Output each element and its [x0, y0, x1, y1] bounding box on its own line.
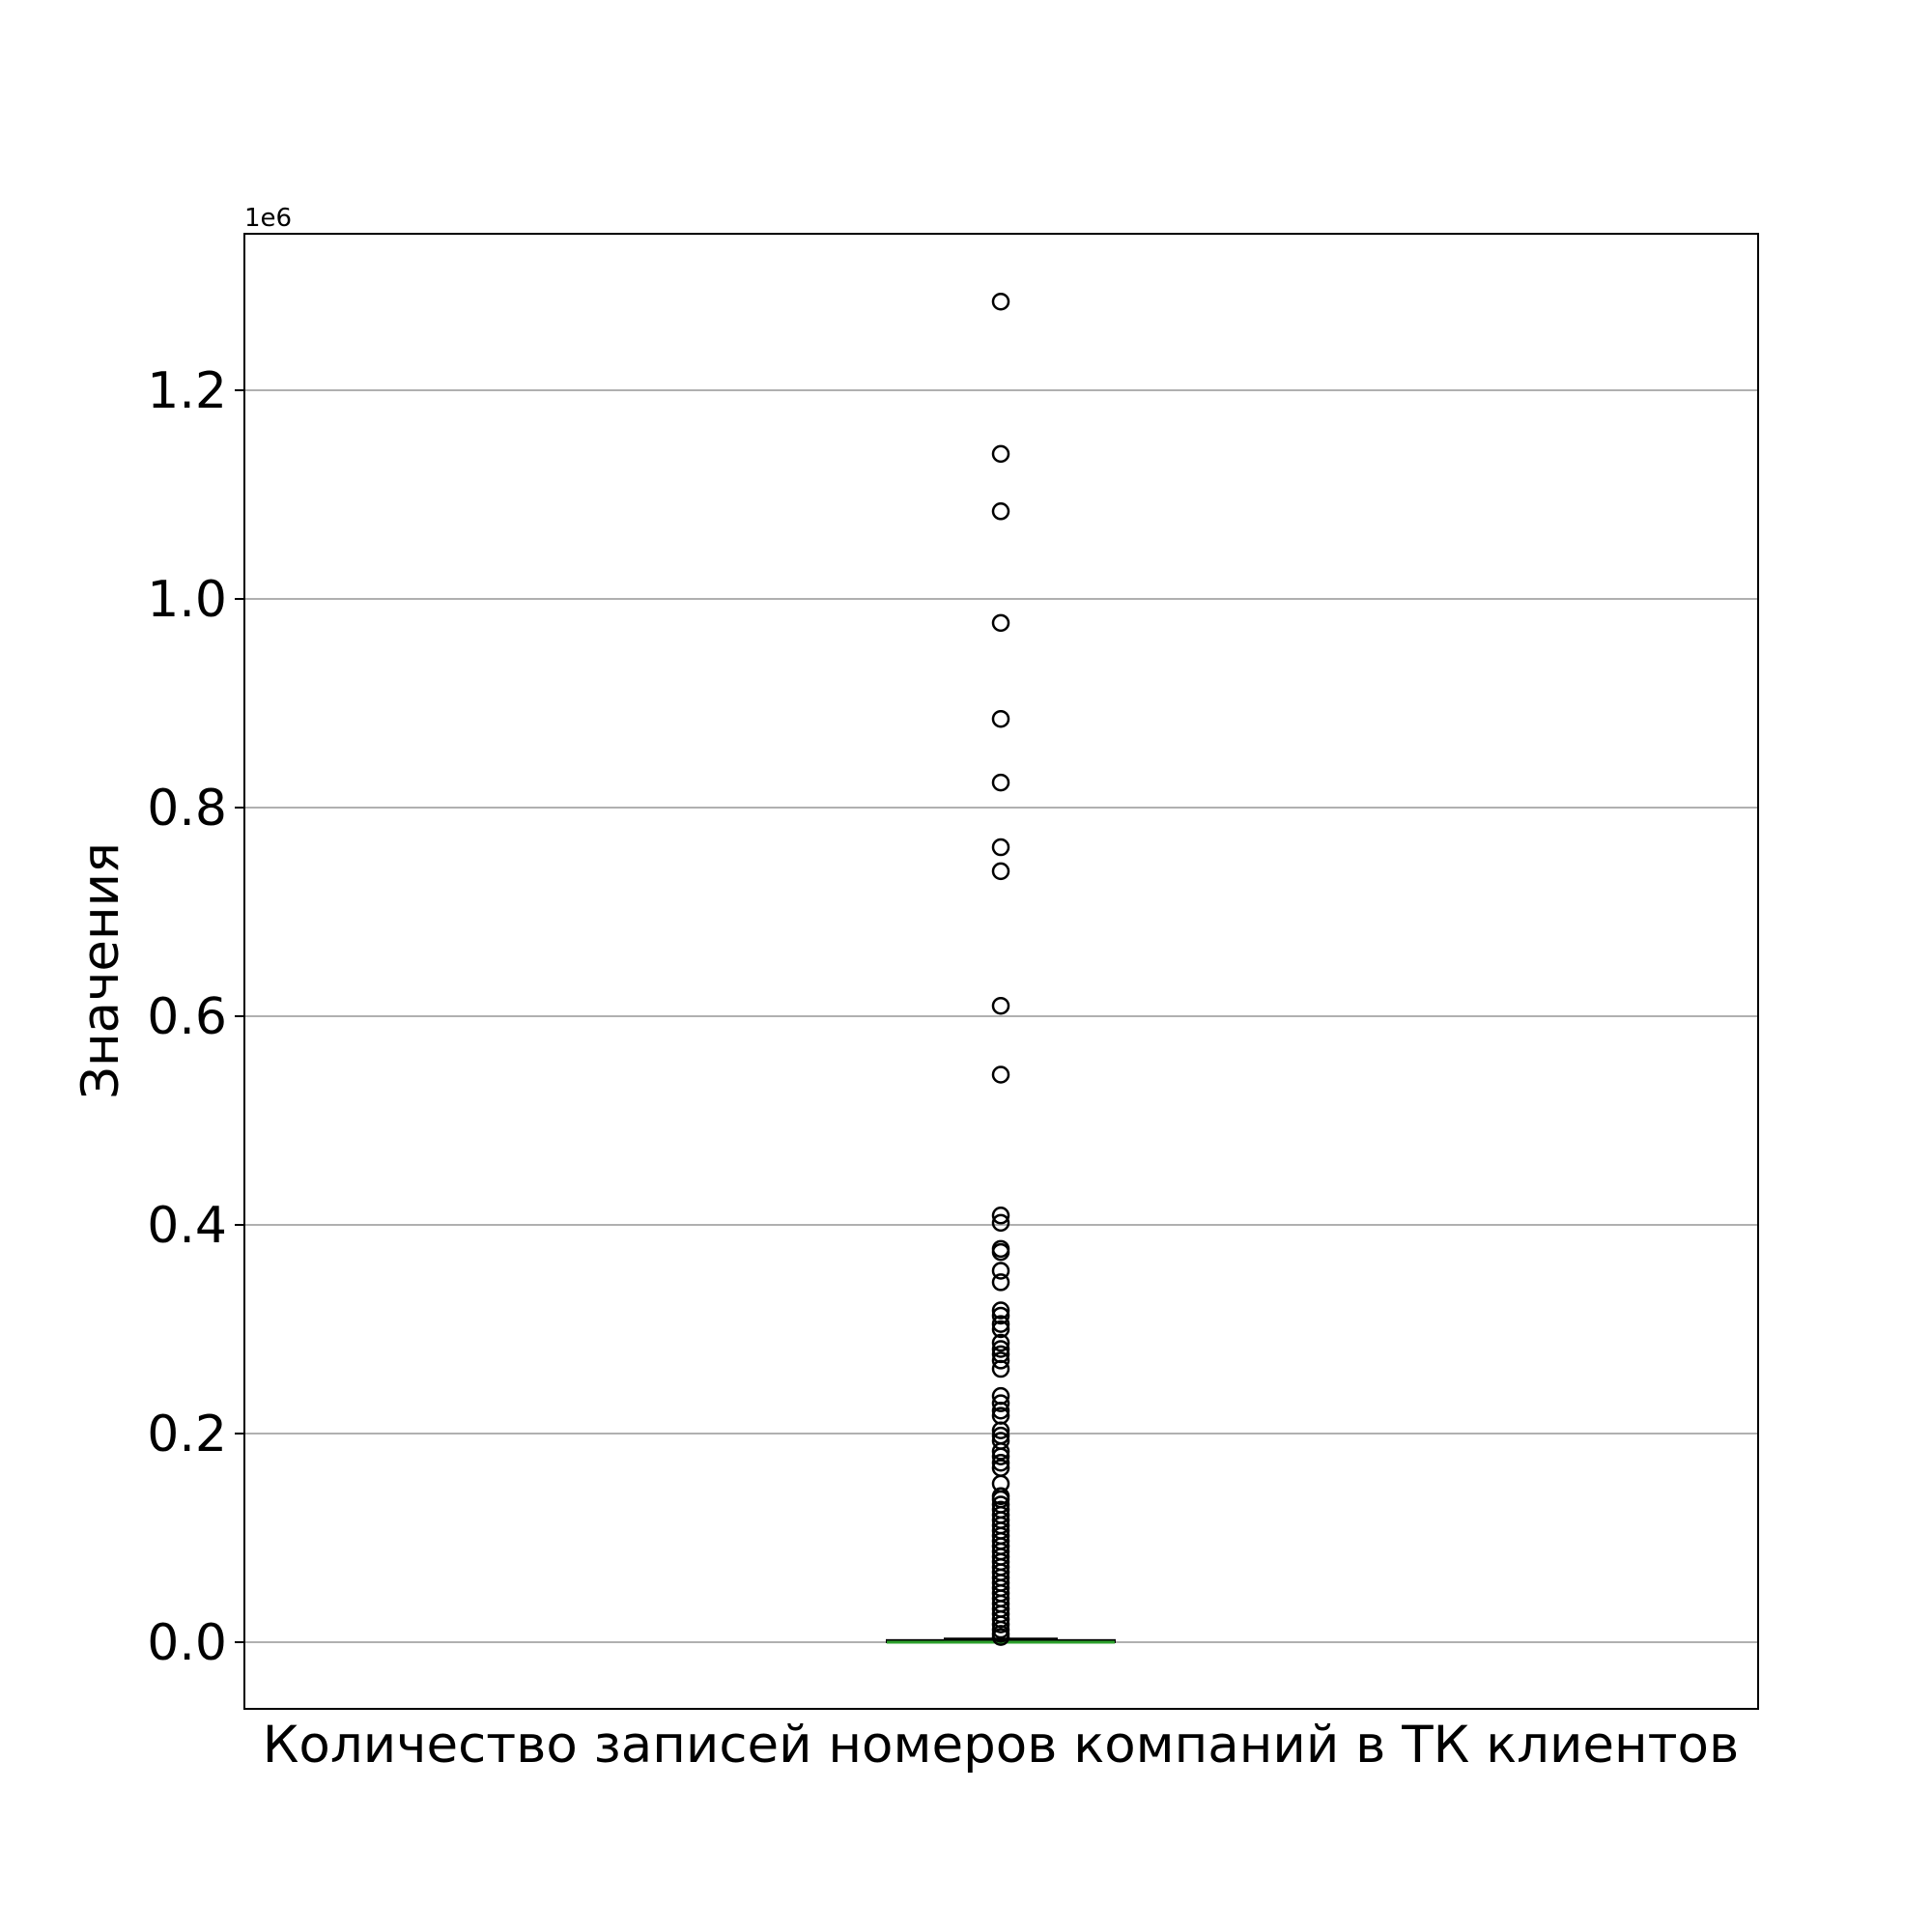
outlier-point: [991, 1394, 1010, 1412]
outlier-point: [991, 1306, 1010, 1325]
outlier-point: [991, 1273, 1010, 1292]
outlier-point: [991, 1065, 1010, 1084]
y-tick-label: 0.4: [147, 1197, 227, 1255]
y-offset-text: 1e6: [244, 204, 292, 233]
y-axis-label: Значения: [71, 842, 130, 1099]
outlier-point: [991, 1301, 1010, 1320]
outlier-point: [991, 1628, 1010, 1646]
outlier-point: [991, 1351, 1010, 1370]
y-tick-label: 0.2: [147, 1406, 227, 1463]
outlier-point: [991, 1207, 1010, 1225]
outlier-point: [991, 1359, 1010, 1378]
outlier-point: [991, 1340, 1010, 1358]
outlier-point: [991, 1421, 1010, 1440]
y-tick-label: 0.6: [147, 988, 227, 1046]
outlier-point: [991, 444, 1010, 464]
outlier-point: [991, 709, 1010, 728]
y-tick-label: 0.8: [147, 780, 227, 838]
y-axis-ticks: 0.0 0.2 0.4 0.6 0.8 1.0 1.2: [147, 362, 244, 1672]
grid-lines: [244, 389, 1758, 1643]
outlier-point: [991, 996, 1010, 1015]
y-tick-label: 1.2: [147, 362, 227, 420]
outlier-point: [991, 1615, 1010, 1634]
outlier-point: [991, 1320, 1010, 1339]
outlier-point: [991, 1242, 1010, 1262]
x-axis-label: Количество записей номеров компаний в ТК…: [263, 1716, 1739, 1775]
outlier-point: [991, 1333, 1010, 1352]
outlier-point: [991, 1213, 1010, 1233]
outlier-points: [991, 292, 1010, 1646]
plot-frame: [243, 233, 1759, 1710]
outlier-point: [991, 1262, 1010, 1280]
outlier-point: [991, 1447, 1010, 1466]
outlier-point: [991, 1442, 1010, 1461]
y-tick-label: 0.0: [147, 1614, 227, 1672]
outlier-point: [991, 613, 1010, 633]
outlier-point: [991, 292, 1010, 311]
outlier-point: [991, 1315, 1010, 1333]
outlier-point: [991, 1401, 1010, 1420]
outlier-point: [991, 1453, 1010, 1472]
outlier-point: [991, 773, 1010, 792]
y-tick-label: 1.0: [147, 571, 227, 629]
outlier-point: [991, 502, 1010, 521]
outlier-point: [991, 838, 1010, 857]
outlier-point: [991, 862, 1010, 881]
